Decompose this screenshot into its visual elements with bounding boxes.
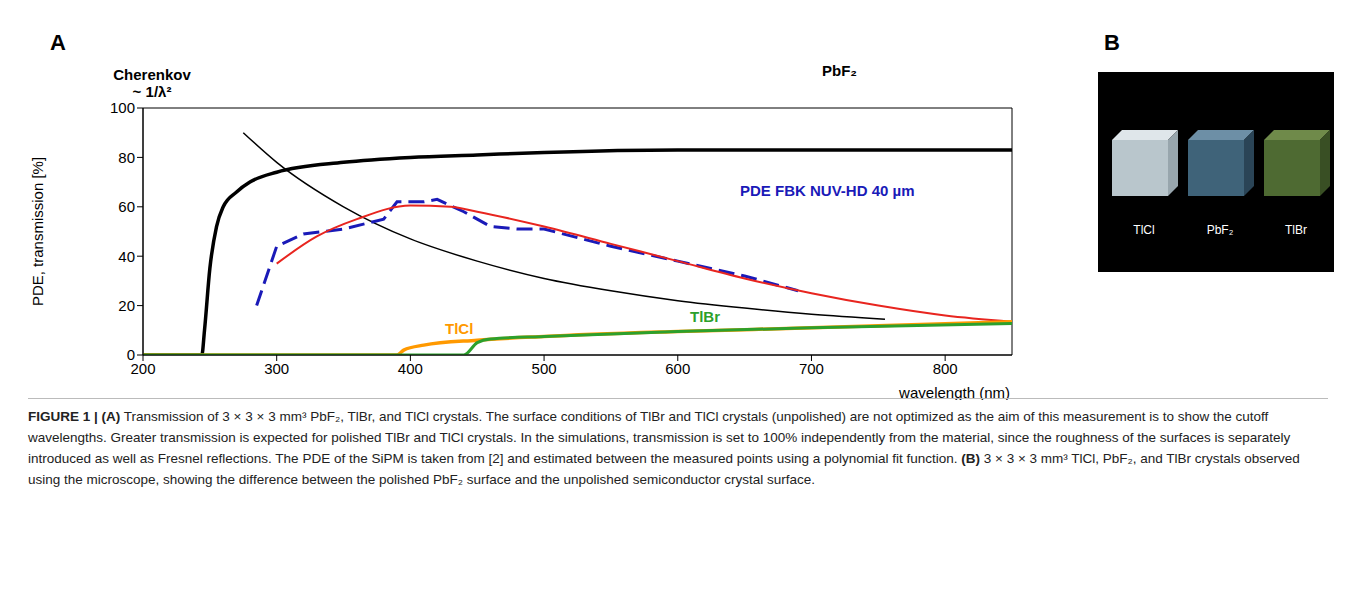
svg-text:100: 100 (110, 99, 135, 116)
svg-text:400: 400 (398, 360, 423, 377)
html-text:PDE FBK NUV-HD 40 µm: PDE FBK NUV-HD 40 µm (740, 182, 915, 199)
svg-text:800: 800 (933, 360, 958, 377)
svg-text:wavelength (nm): wavelength (nm) (899, 384, 1010, 401)
svg-text:60: 60 (118, 198, 135, 215)
html-text:FIGURE 1 | (A) Transmission of: FIGURE 1 | (A) Transmission of 3 × 3 × 3… (28, 409, 1300, 487)
html-text:Cherenkov ~ 1/λ²: Cherenkov ~ 1/λ² (113, 66, 191, 100)
svg-text:20: 20 (118, 297, 135, 314)
html-text:A: A (50, 30, 66, 55)
html-text:B: B (1104, 30, 1120, 55)
svg-text:80: 80 (118, 149, 135, 166)
svg-text:PbF₂: PbF₂ (1207, 223, 1234, 237)
html-text:PbF₂: PbF₂ (822, 62, 857, 79)
svg-text:500: 500 (532, 360, 557, 377)
svg-text:300: 300 (264, 360, 289, 377)
svg-text:TlBr: TlBr (1285, 223, 1307, 237)
html-text:TlCl: TlCl (445, 320, 474, 337)
svg-text:TlCl: TlCl (1133, 223, 1154, 237)
svg-text:PDE, transmission [%]: PDE, transmission [%] (29, 157, 46, 306)
svg-text:200: 200 (130, 359, 156, 377)
html-text:TlBr: TlBr (690, 308, 720, 325)
svg-text:40: 40 (118, 248, 135, 265)
svg-text:700: 700 (799, 360, 824, 377)
svg-text:0: 0 (127, 346, 135, 363)
svg-text:600: 600 (665, 360, 690, 377)
